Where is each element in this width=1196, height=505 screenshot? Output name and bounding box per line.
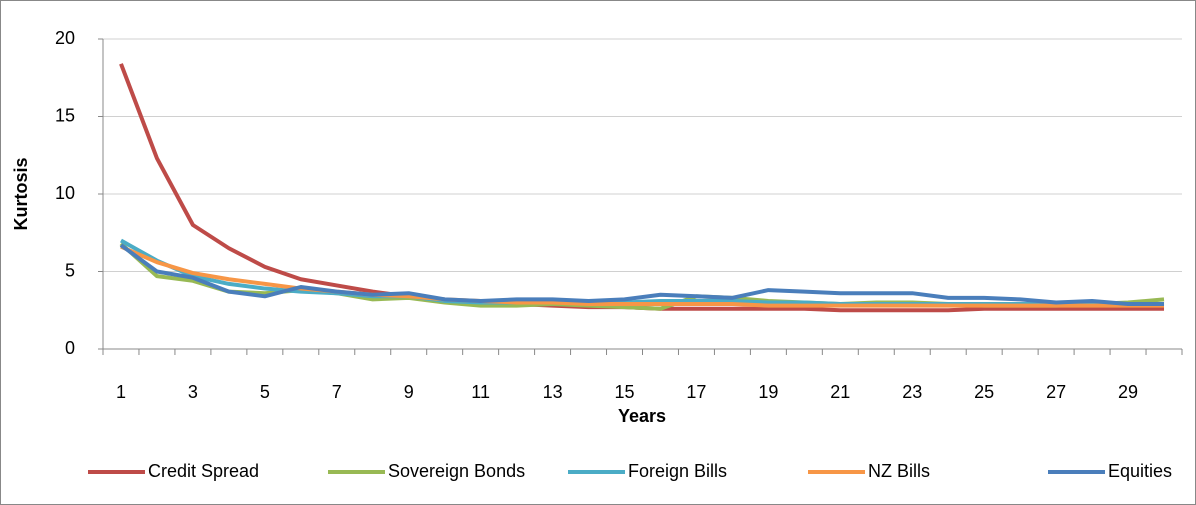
- x-tick-label: 3: [188, 382, 198, 402]
- x-tick-label: 13: [543, 382, 563, 402]
- x-tick-label: 23: [902, 382, 922, 402]
- y-tick-label: 5: [65, 260, 75, 280]
- x-tick-label: 11: [471, 382, 490, 402]
- y-tick-label: 20: [55, 28, 75, 48]
- x-axis-title: Years: [618, 406, 666, 426]
- x-tick-label: 21: [830, 382, 850, 402]
- x-tick-label: 27: [1046, 382, 1066, 402]
- legend-label: Credit Spread: [148, 461, 259, 481]
- y-tick-label: 10: [55, 183, 75, 203]
- x-tick-label: 9: [404, 382, 414, 402]
- legend-label: NZ Bills: [868, 461, 930, 481]
- x-tick-label: 17: [686, 382, 706, 402]
- y-tick-label: 0: [65, 338, 75, 358]
- x-tick-label: 15: [615, 382, 635, 402]
- x-tick-label: 5: [260, 382, 270, 402]
- x-tick-label: 25: [974, 382, 994, 402]
- legend-label: Sovereign Bonds: [388, 461, 525, 481]
- x-tick-label: 19: [758, 382, 778, 402]
- y-axis-title: Kurtosis: [11, 157, 31, 230]
- legend-label: Equities: [1108, 461, 1172, 481]
- x-tick-label: 29: [1118, 382, 1138, 402]
- x-tick-label: 1: [116, 382, 126, 402]
- x-tick-label: 7: [332, 382, 342, 402]
- series-line: [119, 243, 1165, 307]
- y-tick-label: 15: [55, 105, 75, 125]
- legend-label: Foreign Bills: [628, 461, 727, 481]
